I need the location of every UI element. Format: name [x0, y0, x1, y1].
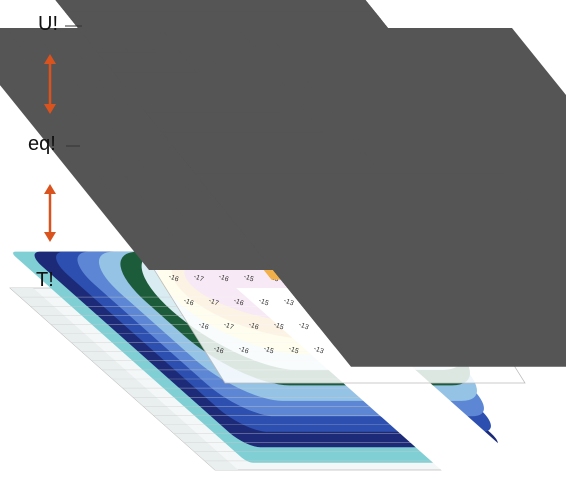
top-sheet — [69, 28, 566, 280]
bottom-sheet-label: T! — [36, 269, 54, 291]
layered-sheets-diagram: DEFGHIJKLMNO-16-17-16-15-13-12-11-9.7-8.… — [0, 0, 566, 484]
middle-sheet-label: eq! — [28, 133, 56, 155]
grid-sheet — [69, 28, 566, 280]
top-sheet-label: U! — [38, 13, 58, 35]
